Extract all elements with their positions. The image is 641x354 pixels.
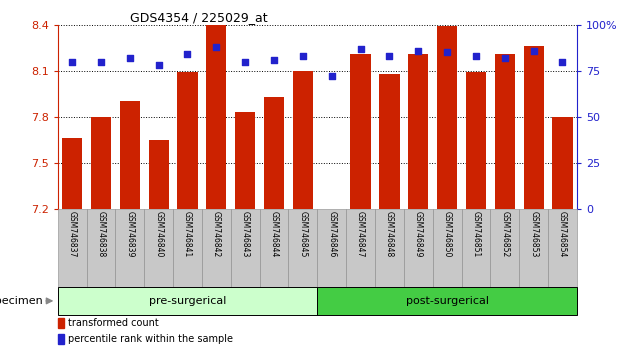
Point [124, 55, 135, 61]
Text: GSM746844: GSM746844 [269, 211, 279, 258]
Bar [115, 209, 144, 287]
Bar [231, 209, 260, 287]
Bar [346, 209, 375, 287]
Bar [317, 287, 577, 315]
Bar [379, 74, 399, 209]
Point [240, 59, 250, 64]
Bar [524, 46, 544, 209]
Text: pre-surgerical: pre-surgerical [149, 296, 226, 306]
Bar [462, 209, 490, 287]
Bar [437, 26, 457, 209]
Bar [490, 209, 519, 287]
Point [96, 59, 106, 64]
Bar [173, 209, 202, 287]
Point [355, 46, 365, 52]
Point [327, 74, 337, 79]
Point [297, 53, 308, 59]
Text: GSM746840: GSM746840 [154, 211, 163, 258]
Bar [87, 209, 115, 287]
Text: transformed count: transformed count [68, 318, 159, 328]
Point [269, 57, 279, 63]
Bar [149, 140, 169, 209]
Text: GSM746845: GSM746845 [298, 211, 308, 258]
Point [183, 51, 193, 57]
Point [384, 53, 394, 59]
Text: specimen: specimen [0, 296, 44, 306]
Bar [288, 209, 317, 287]
Text: percentile rank within the sample: percentile rank within the sample [68, 334, 233, 344]
Text: GSM746851: GSM746851 [471, 211, 481, 257]
Bar [375, 209, 404, 287]
Bar [404, 209, 433, 287]
Bar [62, 138, 82, 209]
Point [153, 62, 163, 68]
Text: GSM746847: GSM746847 [356, 211, 365, 258]
Bar [206, 25, 226, 209]
Bar [433, 209, 462, 287]
Bar [466, 72, 486, 209]
Bar [317, 209, 346, 287]
Point [500, 55, 510, 61]
Point [470, 53, 481, 59]
Text: GSM746848: GSM746848 [385, 211, 394, 257]
Text: GSM746852: GSM746852 [500, 211, 510, 257]
Point [557, 59, 568, 64]
Text: GSM746837: GSM746837 [67, 211, 77, 258]
Point [442, 50, 453, 55]
Point [528, 48, 538, 53]
Bar [202, 209, 231, 287]
Text: GSM746839: GSM746839 [125, 211, 135, 258]
Text: GSM746843: GSM746843 [240, 211, 250, 258]
Bar [144, 209, 173, 287]
Bar [91, 117, 111, 209]
Bar [553, 117, 572, 209]
Text: GDS4354 / 225029_at: GDS4354 / 225029_at [130, 11, 268, 24]
Text: GSM746838: GSM746838 [96, 211, 106, 257]
Text: post-surgerical: post-surgerical [406, 296, 488, 306]
Text: GSM746849: GSM746849 [413, 211, 423, 258]
Bar [178, 72, 197, 209]
Bar [264, 97, 284, 209]
Text: GSM746842: GSM746842 [212, 211, 221, 257]
Point [67, 59, 77, 64]
Point [413, 48, 423, 53]
Bar [260, 209, 288, 287]
Bar [58, 334, 64, 344]
Bar [58, 287, 317, 315]
Text: GSM746841: GSM746841 [183, 211, 192, 257]
Bar [548, 209, 577, 287]
Bar [408, 54, 428, 209]
Bar [495, 54, 515, 209]
Bar [519, 209, 548, 287]
Text: GSM746854: GSM746854 [558, 211, 567, 258]
Bar [235, 112, 255, 209]
Point [211, 44, 222, 50]
Text: GSM746850: GSM746850 [442, 211, 452, 258]
Text: GSM746853: GSM746853 [529, 211, 538, 258]
Bar [293, 71, 313, 209]
Bar [58, 318, 64, 328]
Bar [58, 209, 87, 287]
Bar [120, 102, 140, 209]
Text: GSM746846: GSM746846 [327, 211, 337, 258]
Bar [351, 54, 370, 209]
